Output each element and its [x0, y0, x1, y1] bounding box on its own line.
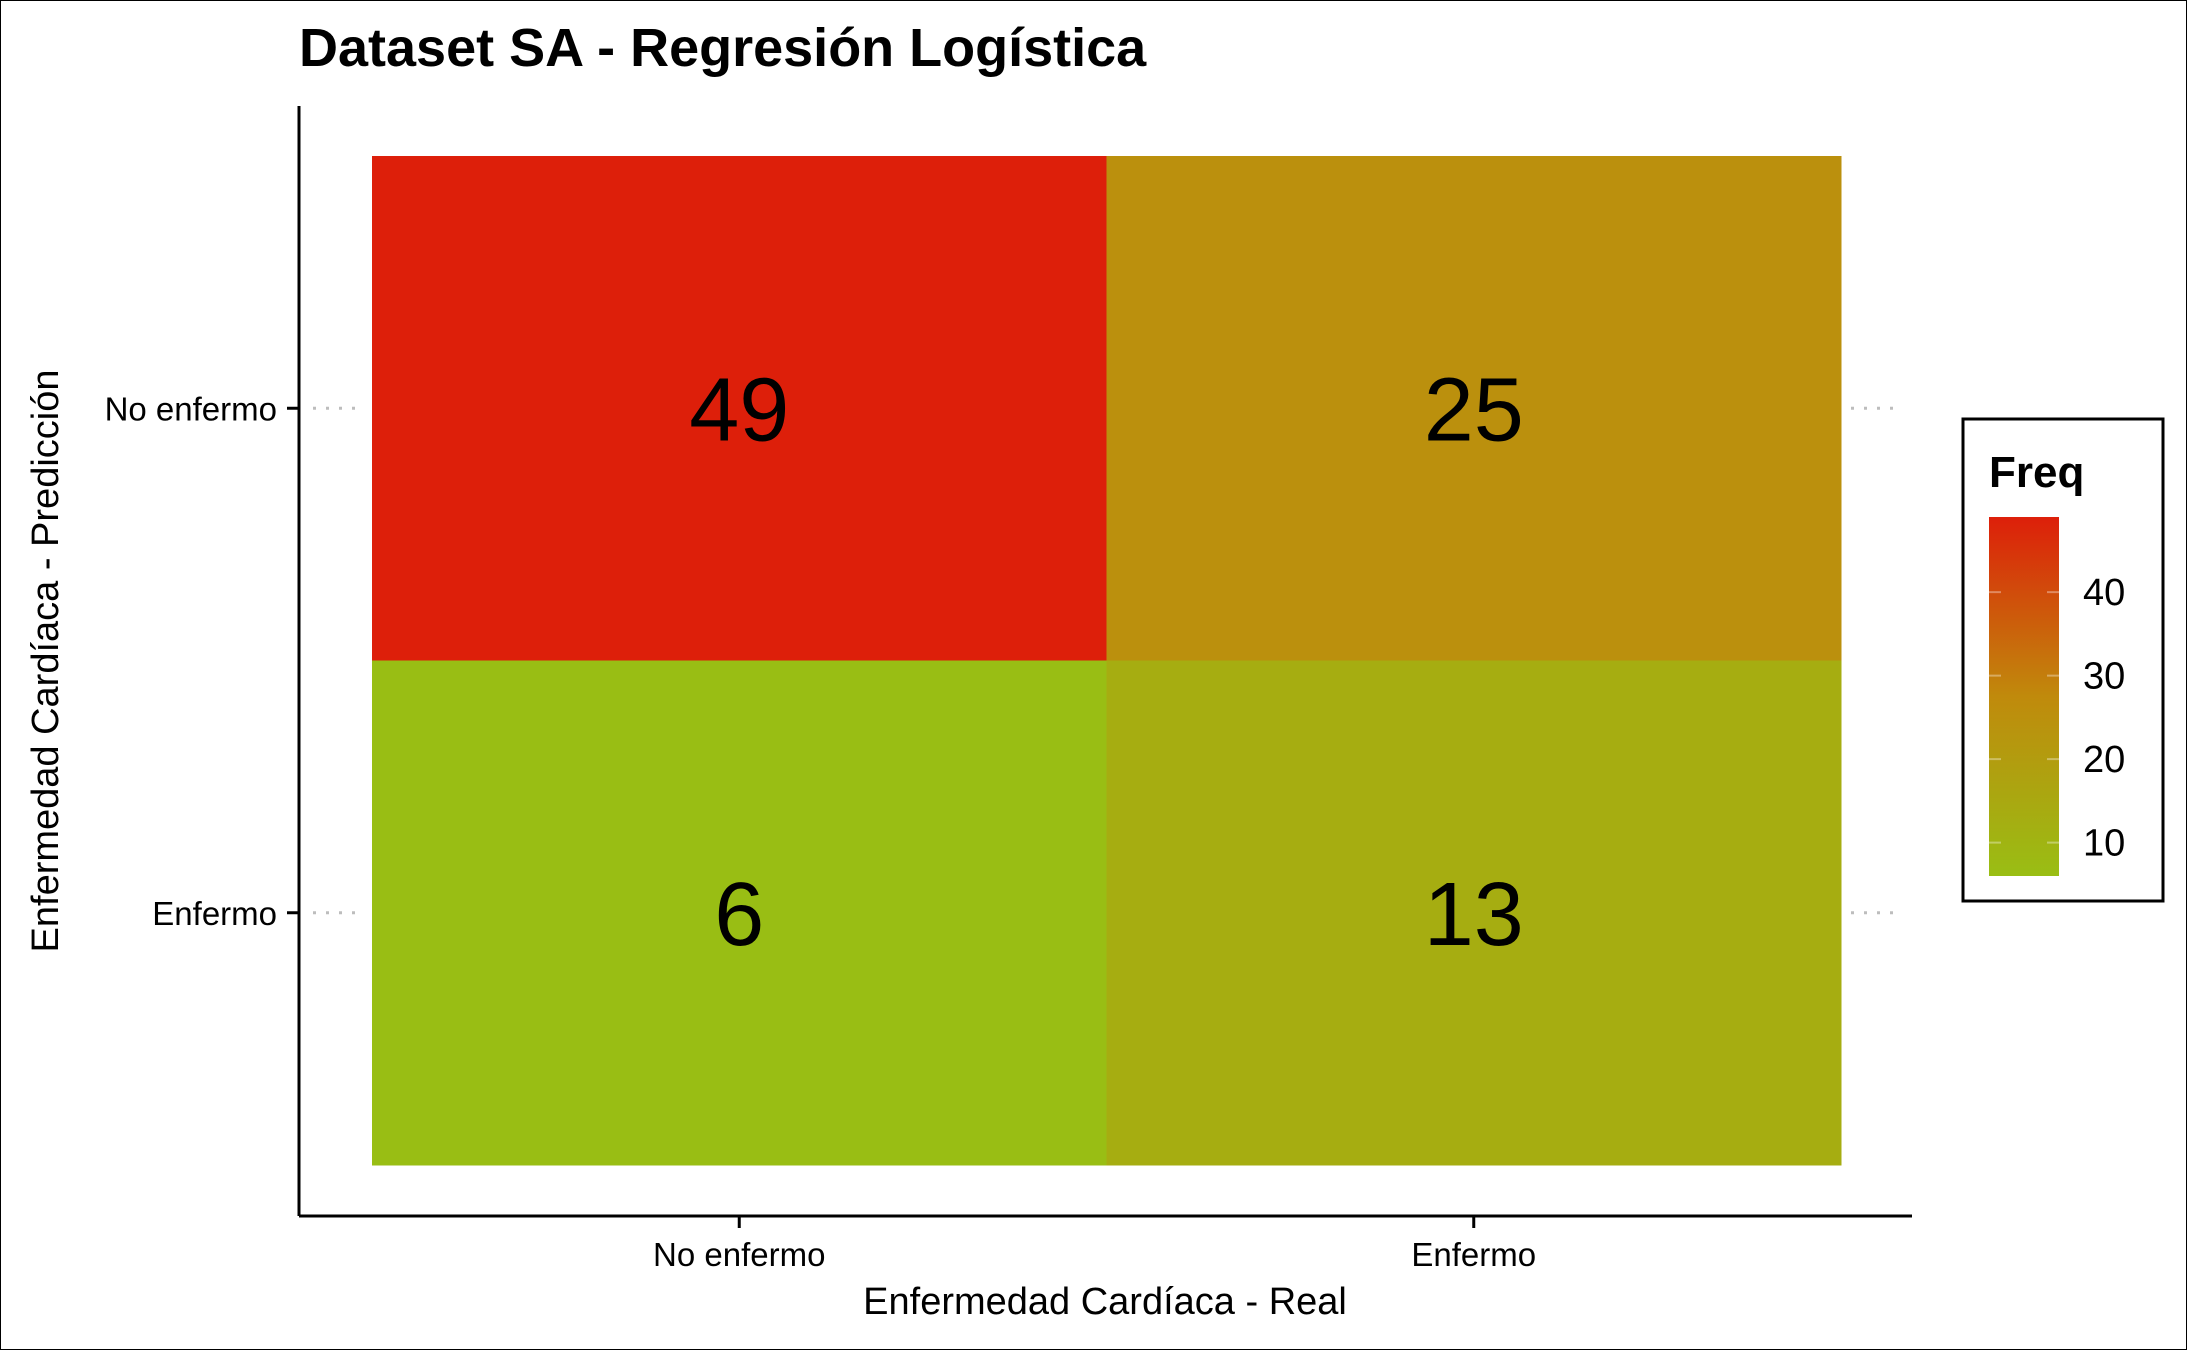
- heatmap-cell: [372, 156, 1107, 661]
- legend: Freq 10 20 30 40: [1961, 417, 2165, 903]
- legend-title: Freq: [1989, 448, 2084, 497]
- axes: No enfermo Enfermo No enfermo Enfermo: [105, 106, 1912, 1273]
- heatmap-cell: [1106, 660, 1842, 1166]
- heatmap-cells: 49 25 6 13: [372, 156, 1842, 1166]
- chart-title: Dataset SA - Regresión Logística: [299, 18, 1147, 78]
- legend-colorbar: [1989, 517, 2059, 876]
- cell-value-label: 6: [714, 865, 764, 965]
- legend-tick-label: 10: [2083, 823, 2125, 865]
- x-tick-label: Enfermo: [1411, 1236, 1536, 1273]
- legend-tick-label: 30: [2083, 656, 2125, 698]
- y-tick-label: No enfermo: [105, 390, 277, 427]
- y-tick-label: Enfermo: [152, 895, 277, 932]
- y-axis-title: Enfermedad Cardíaca - Predicción: [25, 370, 67, 953]
- x-axis-title: Enfermedad Cardíaca - Real: [863, 1281, 1347, 1323]
- cell-value-label: 49: [689, 360, 789, 460]
- x-tick-label: No enfermo: [653, 1236, 825, 1273]
- legend-ticks: 10 20 30 40: [1989, 572, 2125, 865]
- heatmap-cell: [1106, 156, 1842, 661]
- heatmap-cell: [372, 660, 1107, 1166]
- legend-tick-label: 40: [2083, 572, 2125, 614]
- cell-value-label: 25: [1424, 360, 1524, 460]
- cell-value-label: 13: [1424, 865, 1524, 965]
- legend-tick-label: 20: [2083, 739, 2125, 781]
